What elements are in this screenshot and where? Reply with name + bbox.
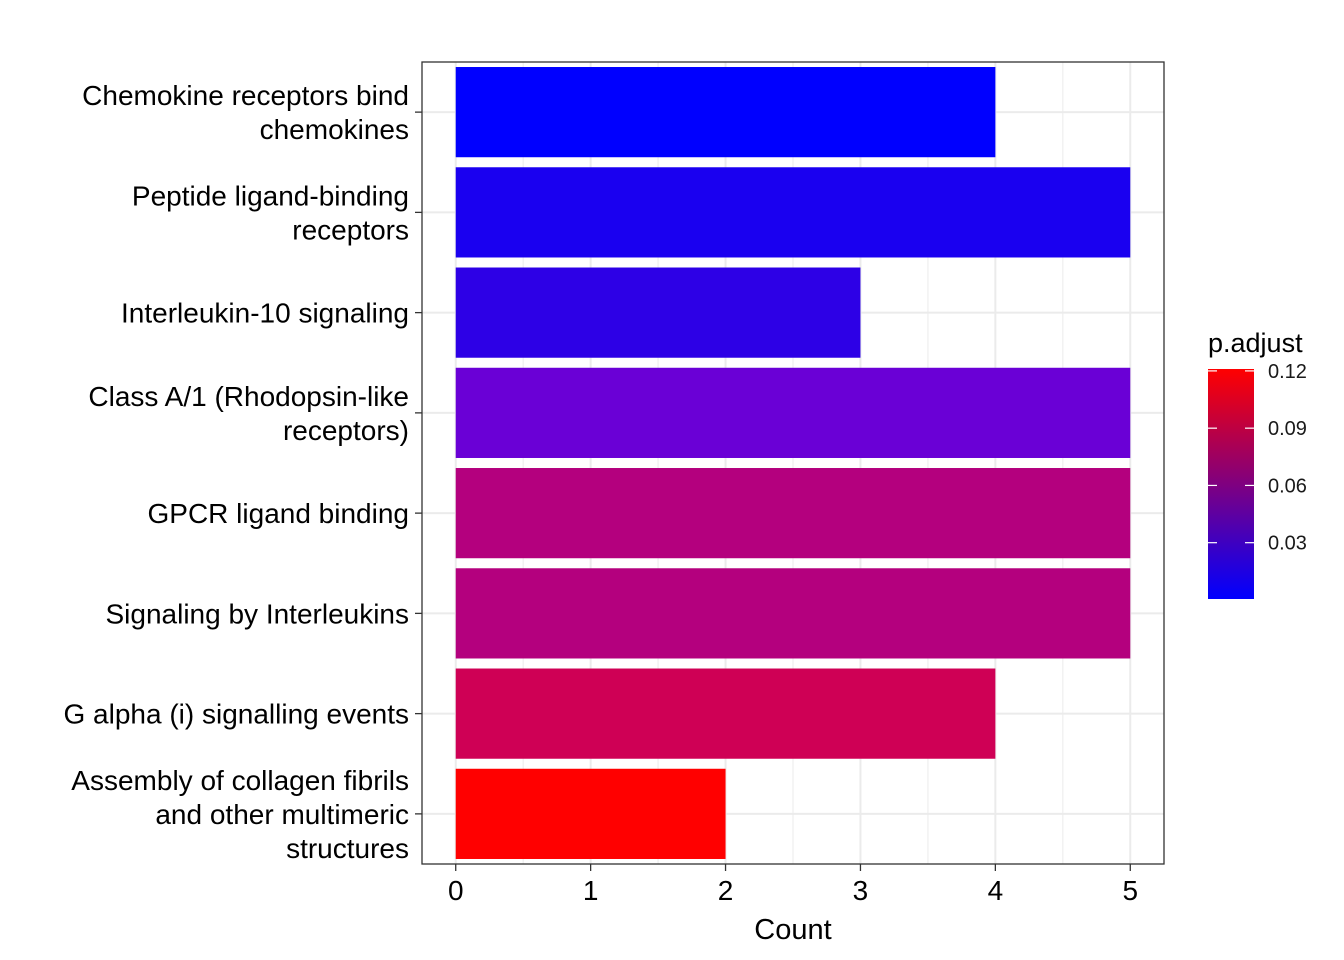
x-tick-label: 0	[448, 875, 464, 906]
y-tick-label: Interleukin-10 signaling	[121, 298, 409, 329]
x-tick-label: 3	[853, 875, 869, 906]
y-tick-label: G alpha (i) signalling events	[63, 699, 409, 730]
legend-tick-label: 0.09	[1268, 418, 1307, 440]
x-tick-label: 1	[583, 875, 599, 906]
y-tick-label: Signaling by Interleukins	[105, 598, 409, 629]
y-tick-label: Chemokine receptors bind chemokines	[82, 80, 409, 145]
y-tick-label: GPCR ligand binding	[148, 498, 410, 529]
legend-tick-label: 0.03	[1268, 533, 1307, 555]
legend-tick-label: 0.12	[1268, 361, 1307, 383]
y-tick-label: Class A/1 (Rhodopsin-like receptors)	[88, 381, 409, 446]
bar	[455, 167, 1131, 258]
panel-border	[421, 61, 1165, 865]
y-axis: Chemokine receptors bind chemokines Peptid…	[63, 80, 422, 864]
x-axis: 0 1 2 3 4 5	[448, 864, 1138, 906]
bar	[455, 468, 1131, 559]
bar	[455, 768, 726, 859]
bar	[455, 367, 1131, 458]
x-axis-title: Count	[754, 914, 831, 946]
y-tick-label: Peptide ligand-binding receptors	[132, 180, 409, 245]
y-tick-label: Assembly of collagen fibrils and other mu…	[71, 765, 409, 864]
legend-colorbar	[1208, 369, 1254, 599]
bar	[455, 267, 861, 358]
bars	[455, 67, 1131, 859]
legend-ticks: 0.03 0.06 0.09 0.12	[1208, 361, 1307, 555]
legend: p.adjust 0.03 0.06 0.09 0.12	[1208, 328, 1307, 599]
x-tick-label: 2	[718, 875, 734, 906]
legend-tick-label: 0.06	[1268, 475, 1307, 497]
x-tick-label: 5	[1122, 875, 1138, 906]
bar	[455, 668, 996, 759]
bar	[455, 568, 1131, 659]
bar	[455, 67, 996, 158]
x-tick-label: 4	[988, 875, 1004, 906]
legend-title: p.adjust	[1208, 328, 1303, 358]
